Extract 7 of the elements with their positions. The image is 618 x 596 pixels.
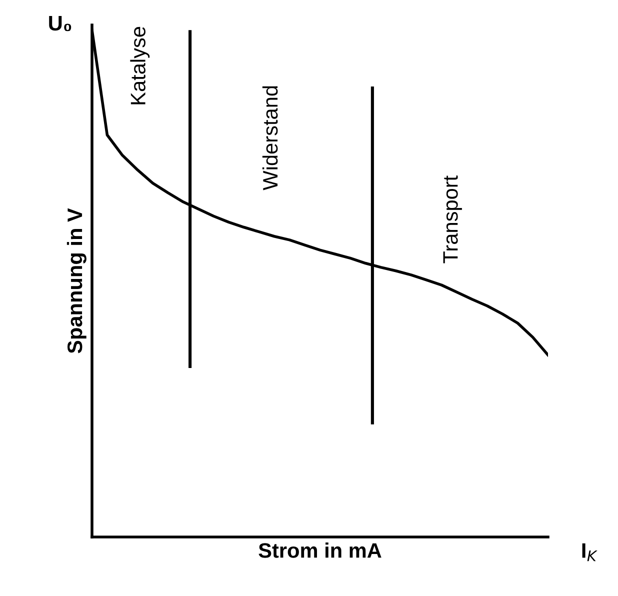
x-axis-title: Strom in mA [258, 542, 382, 558]
text: U₀ [49, 16, 72, 32]
text: I$_{K}$ [582, 543, 598, 562]
annotation: Transport [443, 176, 462, 264]
y-axis-title: Spannung in V [66, 208, 86, 354]
annotation: Widerstand [262, 86, 278, 190]
annotation: Katalyse [130, 26, 150, 104]
